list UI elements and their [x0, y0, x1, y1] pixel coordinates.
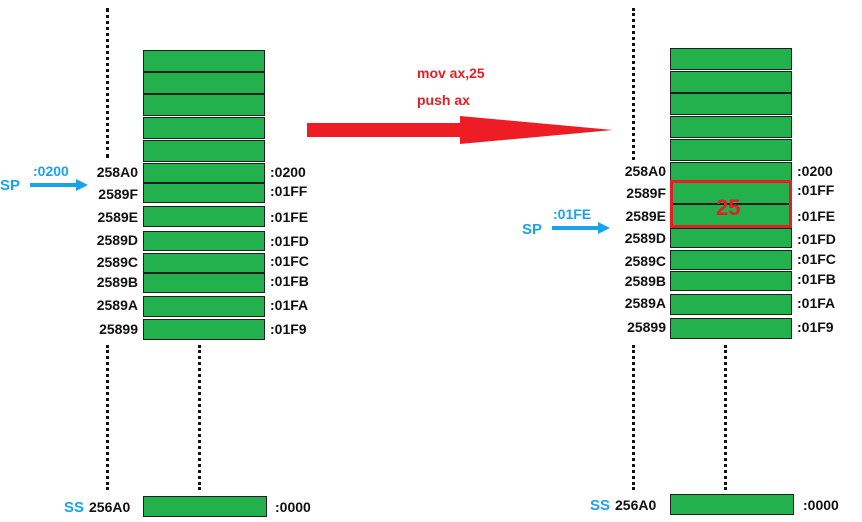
dotted-line-bottom-left	[106, 345, 109, 490]
offset-label: :01FD	[797, 231, 836, 247]
stack-cell-empty	[670, 48, 792, 70]
address-label: 2589A	[586, 295, 666, 311]
address-label: 2589D	[58, 232, 138, 248]
instruction-line-1: mov ax,25	[417, 65, 485, 81]
stack-cell-empty	[670, 93, 792, 115]
address-label: 2589B	[58, 274, 138, 290]
address-label: 2589B	[586, 273, 666, 289]
stack-cell	[143, 253, 265, 273]
pushed-value: 25	[716, 195, 740, 221]
stack-cell-empty	[143, 50, 265, 72]
instruction-line-2: push ax	[417, 92, 470, 108]
stack-cell	[143, 273, 265, 293]
transition-arrow-icon	[305, 114, 615, 146]
stack-cell-empty	[143, 140, 265, 162]
stack-cell	[670, 250, 792, 270]
address-label: 2589E	[58, 209, 138, 225]
offset-label: :01FC	[270, 253, 309, 269]
sp-value: :01FE	[553, 206, 591, 222]
offset-label: :01F9	[270, 321, 307, 337]
sp-arrow-icon	[550, 221, 612, 235]
offset-label: :0200	[270, 164, 306, 180]
sp-label: SP	[0, 177, 20, 194]
address-label: 2589A	[58, 297, 138, 313]
stack-cell-empty	[143, 117, 265, 139]
dotted-line-top-right	[632, 8, 635, 160]
ss-address-label: 256A0	[615, 497, 656, 513]
stack-cell-ss-base	[670, 494, 794, 515]
offset-label: :01FF	[797, 182, 834, 198]
address-label: 258A0	[586, 163, 666, 179]
address-label: 25899	[586, 319, 666, 335]
address-label: 2589C	[586, 253, 666, 269]
stack-cell	[143, 319, 265, 340]
stack-cell	[143, 163, 265, 183]
offset-label: :01FF	[270, 183, 307, 199]
sp-label: SP	[522, 221, 542, 238]
stack-cell	[670, 228, 792, 248]
offset-label: :01FB	[797, 271, 836, 287]
stack-cell-empty	[143, 94, 265, 116]
offset-label: :01FE	[270, 209, 308, 225]
dotted-line-below-stack	[198, 345, 201, 490]
address-label: 25899	[58, 321, 138, 337]
sp-value: :0200	[33, 163, 69, 179]
dotted-line-bottom-right	[632, 345, 635, 490]
offset-label: :01FC	[797, 251, 836, 267]
offset-label: :01FD	[270, 233, 309, 249]
ss-label: SS	[64, 499, 84, 516]
offset-label: :01F9	[797, 319, 834, 335]
stack-cell-empty	[670, 116, 792, 138]
stack-cell	[143, 206, 265, 227]
sp-arrow-icon	[28, 178, 90, 192]
stack-cell	[143, 296, 265, 317]
stack-cell	[670, 294, 792, 315]
dotted-line-top-left	[106, 8, 109, 158]
stack-cell	[143, 231, 265, 251]
offset-label: :01FA	[797, 295, 835, 311]
stack-cell	[143, 183, 265, 203]
address-label: 2589F	[586, 185, 666, 201]
dotted-line-below-stack	[724, 345, 727, 490]
ss-offset-label: :0000	[803, 497, 839, 513]
ss-address-label: 256A0	[89, 499, 130, 515]
stack-cell	[670, 318, 792, 339]
stack-cell	[670, 162, 792, 182]
ss-offset-label: :0000	[275, 499, 311, 515]
address-label: 2589C	[58, 254, 138, 270]
stack-cell	[670, 271, 792, 291]
stack-cell-ss-base	[143, 496, 267, 517]
stack-cell-empty	[670, 71, 792, 93]
offset-label: :0200	[797, 163, 833, 179]
stack-cell-empty	[670, 139, 792, 161]
offset-label: :01FB	[270, 273, 309, 289]
stack-cell-empty	[143, 72, 265, 94]
offset-label: :01FA	[270, 297, 308, 313]
offset-label: :01FE	[797, 208, 835, 224]
ss-label: SS	[590, 497, 610, 514]
